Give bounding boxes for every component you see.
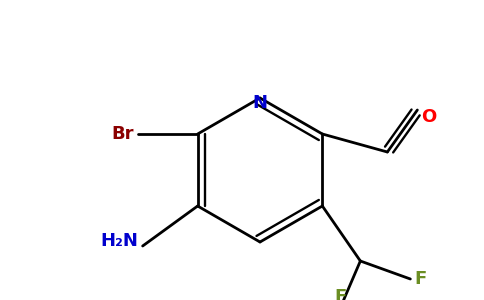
Text: H₂N: H₂N bbox=[101, 232, 138, 250]
Text: F: F bbox=[414, 270, 426, 288]
Text: F: F bbox=[334, 288, 347, 300]
Text: N: N bbox=[253, 94, 268, 112]
Text: O: O bbox=[422, 108, 437, 126]
Text: Br: Br bbox=[111, 125, 134, 143]
